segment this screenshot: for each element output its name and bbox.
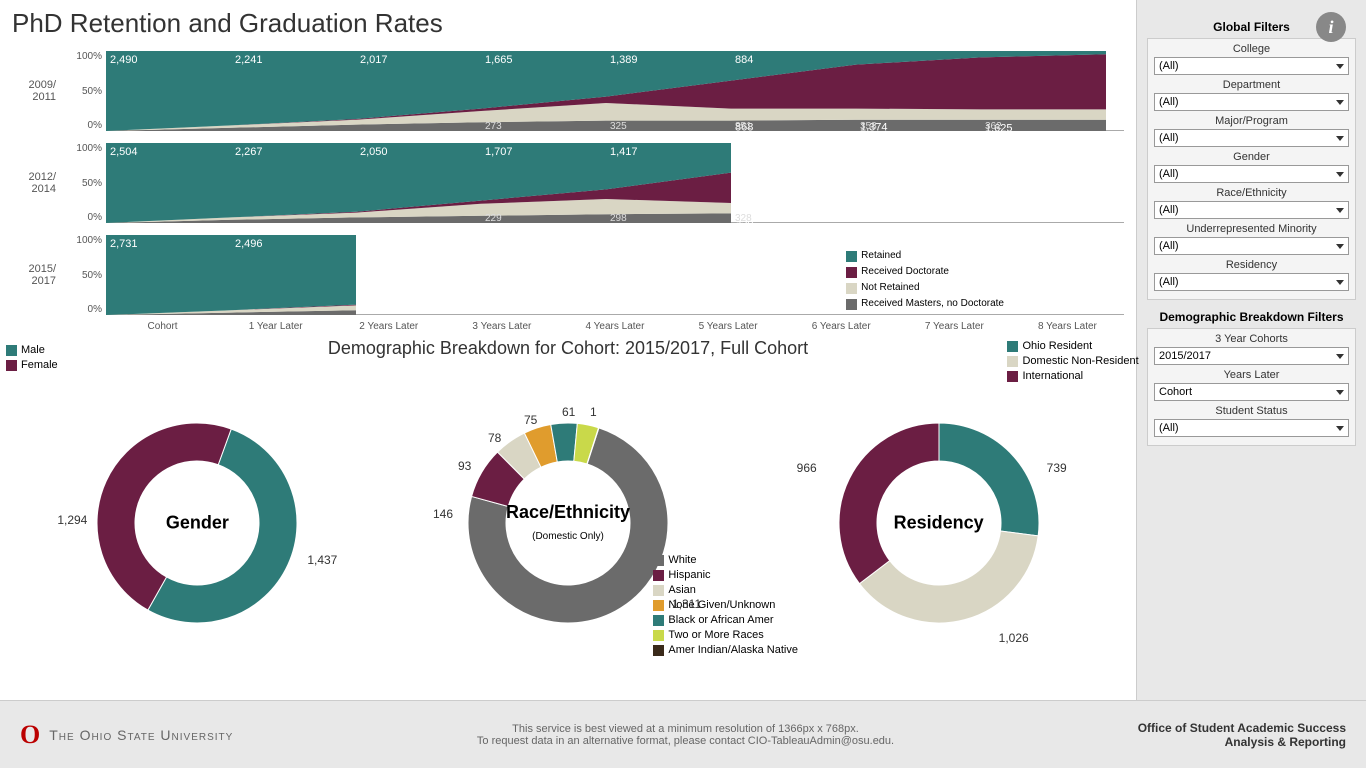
value-label: 1,294 xyxy=(57,513,87,527)
footer-line2: To request data in an alternative format… xyxy=(477,735,894,747)
filter-label: Major/Program xyxy=(1154,115,1349,127)
filter-select-race-ethnicity[interactable]: (All) xyxy=(1154,201,1349,219)
value-label: 739 xyxy=(1047,461,1067,475)
value-label: 1,311 xyxy=(672,597,701,611)
svg-text:351: 351 xyxy=(735,121,752,131)
demo-title: Demographic Breakdown for Cohort: 2015/2… xyxy=(12,338,1124,359)
filter-label: Gender xyxy=(1154,151,1349,163)
svg-text:2,267: 2,267 xyxy=(235,146,263,158)
legend-label: Domestic Non-Resident xyxy=(1022,354,1138,369)
x-label: Cohort xyxy=(106,321,219,332)
svg-text:2,331: 2,331 xyxy=(360,238,388,250)
svg-text:2,490: 2,490 xyxy=(110,54,138,66)
page-title: PhD Retention and Graduation Rates xyxy=(12,8,1124,39)
filter-label: Department xyxy=(1154,79,1349,91)
filter-label: 3 Year Cohorts xyxy=(1154,333,1349,345)
filter-select-student-status[interactable]: (All) xyxy=(1154,419,1349,437)
filter-label: Student Status xyxy=(1154,405,1349,417)
value-label: 75 xyxy=(524,413,537,427)
gender-donut[interactable]: Gender 1,294 1,437 xyxy=(27,363,367,683)
footer-line1: This service is best viewed at a minimum… xyxy=(477,723,894,735)
residency-center-label: Residency xyxy=(894,513,984,534)
value-label: 966 xyxy=(797,461,817,475)
filter-select-residency[interactable]: (All) xyxy=(1154,273,1349,291)
svg-text:893: 893 xyxy=(735,146,753,158)
filter-select-gender[interactable]: (All) xyxy=(1154,165,1349,183)
x-label: 7 Years Later xyxy=(898,321,1011,332)
svg-text:298: 298 xyxy=(610,213,627,223)
filter-select-underrepresented-minority[interactable]: (All) xyxy=(1154,237,1349,255)
legend-label: Asian xyxy=(668,583,696,598)
x-label: 8 Years Later xyxy=(1011,321,1124,332)
residency-donut[interactable]: Residency Ohio ResidentDomestic Non-Resi… xyxy=(769,363,1109,683)
area-charts: 2009/2011100%50%0%2,4902,2412,0171,6651,… xyxy=(12,45,1124,330)
legend-label: Two or More Races xyxy=(668,628,763,643)
svg-text:1,417: 1,417 xyxy=(610,146,638,158)
filter-label: College xyxy=(1154,43,1349,55)
x-label: 4 Years Later xyxy=(558,321,671,332)
svg-text:1,389: 1,389 xyxy=(610,54,638,66)
svg-text:362: 362 xyxy=(985,121,1002,131)
filter-select-department[interactable]: (All) xyxy=(1154,93,1349,111)
race-donut[interactable]: Race/Ethnicity (Domestic Only) WhiteHisp… xyxy=(398,363,738,683)
legend-label: Hispanic xyxy=(668,568,710,583)
svg-text:1,665: 1,665 xyxy=(485,54,513,66)
sidebar: i Global Filters College(All)Department(… xyxy=(1136,0,1366,700)
filter-label: Underrepresented Minority xyxy=(1154,223,1349,235)
x-label: 2 Years Later xyxy=(332,321,445,332)
x-label: 6 Years Later xyxy=(785,321,898,332)
info-icon[interactable]: i xyxy=(1316,12,1346,42)
value-label: 1,026 xyxy=(999,631,1029,645)
footer-right2: Analysis & Reporting xyxy=(1138,735,1346,749)
svg-text:2,017: 2,017 xyxy=(360,54,388,66)
svg-text:2,504: 2,504 xyxy=(110,146,138,158)
svg-text:229: 229 xyxy=(485,213,502,223)
filter-select-major-program[interactable]: (All) xyxy=(1154,129,1349,147)
race-center-label: Race/Ethnicity (Domestic Only) xyxy=(506,502,630,544)
x-label: 1 Year Later xyxy=(219,321,332,332)
value-label: 78 xyxy=(488,431,501,445)
demo-filters-title: Demographic Breakdown Filters xyxy=(1147,310,1356,324)
legend-label: Received Doctorate xyxy=(861,264,949,280)
legend-label: Ohio Resident xyxy=(1022,339,1092,354)
svg-text:328: 328 xyxy=(735,213,752,223)
svg-text:2,496: 2,496 xyxy=(235,238,263,250)
legend-label: Black or African Amer xyxy=(668,613,773,628)
footer-right1: Office of Student Academic Success xyxy=(1138,721,1346,735)
filter-label: Residency xyxy=(1154,259,1349,271)
svg-text:2,050: 2,050 xyxy=(360,146,388,158)
osu-logo: O The Ohio State University xyxy=(20,720,233,750)
value-label: 61 xyxy=(562,405,575,419)
filter-select-3-year-cohorts[interactable]: 2015/2017 xyxy=(1154,347,1349,365)
x-label: 3 Years Later xyxy=(445,321,558,332)
legend-label: Not Retained xyxy=(861,280,919,296)
cohort-label: 2009/2011 xyxy=(12,79,62,103)
cohort-label: 2015/2017 xyxy=(12,263,62,287)
legend-label: International xyxy=(1022,369,1083,384)
gender-center-label: Gender xyxy=(166,513,229,534)
value-label: 1,437 xyxy=(307,553,337,567)
filter-label: Years Later xyxy=(1154,369,1349,381)
legend-label: Male xyxy=(21,343,45,358)
svg-text:1,707: 1,707 xyxy=(485,146,513,158)
svg-text:325: 325 xyxy=(610,121,627,131)
legend-label: Received Masters, no Doctorate xyxy=(861,296,1004,312)
value-label: 146 xyxy=(433,507,453,521)
svg-text:884: 884 xyxy=(735,54,753,66)
x-label: 5 Years Later xyxy=(672,321,785,332)
svg-text:2,731: 2,731 xyxy=(110,238,138,250)
svg-text:273: 273 xyxy=(485,121,502,131)
filter-label: Race/Ethnicity xyxy=(1154,187,1349,199)
area-legend: RetainedReceived DoctorateNot RetainedRe… xyxy=(846,248,1004,312)
legend-label: White xyxy=(668,553,696,568)
legend-label: Retained xyxy=(861,248,901,264)
svg-text:358: 358 xyxy=(860,121,877,131)
footer: O The Ohio State University This service… xyxy=(0,700,1366,768)
filter-select-years-later[interactable]: Cohort xyxy=(1154,383,1349,401)
value-label: 1 xyxy=(590,405,597,419)
value-label: 93 xyxy=(458,459,471,473)
cohort-label: 2012/2014 xyxy=(12,171,62,195)
filter-select-college[interactable]: (All) xyxy=(1154,57,1349,75)
svg-text:2,241: 2,241 xyxy=(235,54,263,66)
